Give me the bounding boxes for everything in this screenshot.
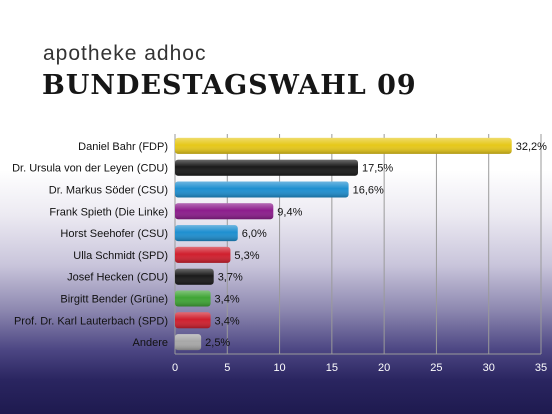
value-label: 2,5%	[205, 337, 230, 349]
value-label: 3,7%	[218, 272, 243, 284]
value-label: 6,0%	[242, 228, 267, 240]
bar-highlight	[175, 246, 231, 263]
value-label: 17,5%	[362, 163, 393, 175]
headline: BUNDESTAGSWAHL 09	[42, 70, 417, 101]
bar-highlight	[175, 159, 358, 176]
category-label: Josef Hecken (CDU)	[67, 272, 168, 284]
category-label: Daniel Bahr (FDP)	[78, 141, 168, 153]
bar-highlight	[175, 290, 211, 307]
value-label: 3,4%	[215, 315, 240, 327]
value-label: 9,4%	[277, 206, 302, 218]
x-tick-label: 15	[326, 362, 338, 374]
x-tick-label: 10	[273, 362, 285, 374]
category-label: Horst Seehofer (CSU)	[60, 228, 168, 240]
category-label: Dr. Ursula von der Leyen (CDU)	[12, 163, 168, 175]
bar-highlight	[175, 312, 211, 329]
x-tick-label: 30	[483, 362, 495, 374]
value-label: 3,4%	[215, 294, 240, 306]
value-label: 32,2%	[516, 141, 547, 153]
bar-highlight	[175, 268, 214, 285]
brand-logo-text: apotheke adhoc	[43, 42, 207, 65]
bar-highlight	[175, 137, 512, 154]
value-label: 5,3%	[234, 250, 259, 262]
x-tick-label: 25	[430, 362, 442, 374]
x-tick-label: 5	[224, 362, 230, 374]
category-label: Ulla Schmidt (SPD)	[73, 250, 168, 262]
bar-highlight	[175, 225, 238, 242]
category-label: Frank Spieth (Die Linke)	[49, 206, 168, 218]
category-label: Andere	[133, 337, 168, 349]
value-label: 16,6%	[353, 185, 384, 197]
category-label: Birgitt Bender (Grüne)	[60, 294, 168, 306]
x-tick-label: 20	[378, 362, 390, 374]
x-tick-label: 0	[172, 362, 178, 374]
bar-highlight	[175, 181, 349, 198]
x-tick-label: 35	[535, 362, 547, 374]
category-label: Prof. Dr. Karl Lauterbach (SPD)	[14, 315, 168, 327]
bar-highlight	[175, 334, 202, 351]
category-label: Dr. Markus Söder (CSU)	[49, 185, 168, 197]
bar-highlight	[175, 203, 274, 220]
